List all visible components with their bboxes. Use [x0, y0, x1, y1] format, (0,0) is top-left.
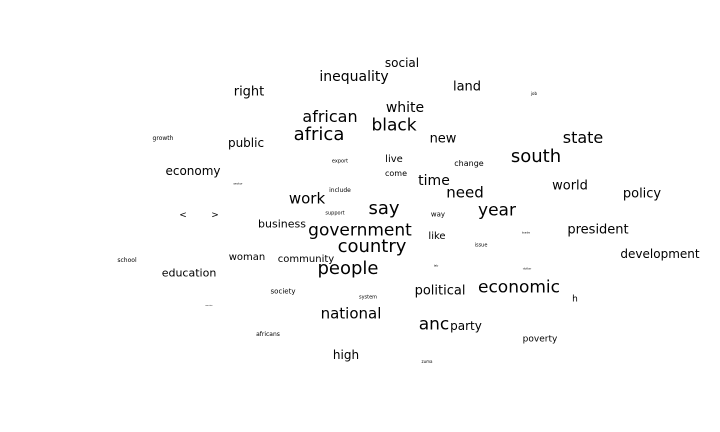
word-world: world: [552, 178, 588, 194]
word-community: community: [277, 254, 335, 265]
word-high: high: [332, 348, 360, 362]
word-change: change: [454, 159, 484, 168]
word-zuma: zuma: [421, 359, 433, 364]
word-business: business: [258, 217, 306, 231]
word-live: live: [385, 154, 403, 165]
word-h: h: [572, 294, 578, 305]
word-need: need: [446, 183, 484, 202]
word-include: include: [329, 187, 351, 194]
word-time: time: [418, 173, 450, 189]
word-white: white: [385, 100, 425, 116]
word-land: land: [452, 79, 482, 95]
word-lab: lab: [433, 263, 439, 268]
word-work: work: [288, 189, 326, 208]
word-education: education: [161, 266, 217, 280]
word-woman: woman: [228, 252, 266, 263]
word-come: come: [384, 169, 408, 178]
word-society: society: [270, 287, 296, 296]
word-anc: anc: [418, 314, 450, 335]
word-sector: sector: [233, 181, 243, 186]
word-africa: africa: [293, 124, 345, 145]
word-economy: economy: [165, 164, 221, 178]
word-gt: >: [211, 210, 219, 221]
word-export: export: [331, 158, 349, 165]
word-africans: africans: [256, 331, 280, 338]
word-political: political: [414, 283, 466, 299]
word-new: new: [429, 131, 457, 147]
word-year: year: [478, 200, 516, 221]
word-poverty: poverty: [522, 334, 558, 345]
word-social: social: [384, 56, 420, 70]
word-south: south: [510, 146, 562, 167]
word-school: school: [117, 257, 137, 264]
word-party: party: [450, 319, 482, 333]
word-president: president: [567, 222, 629, 238]
word-government: government: [308, 220, 412, 241]
word-public: public: [227, 136, 265, 150]
word-way: way: [430, 210, 446, 219]
word-service: service: [205, 305, 213, 307]
word-african: african: [302, 107, 358, 126]
word-inequality: inequality: [319, 69, 389, 85]
word-black: black: [371, 115, 417, 136]
word-like: like: [428, 231, 446, 242]
word-say: say: [368, 198, 400, 219]
word-development: development: [620, 247, 700, 261]
word-growth: growth: [152, 135, 174, 142]
word-trade: trade: [522, 230, 530, 235]
word-job: job: [530, 91, 538, 96]
word-people: people: [317, 258, 379, 279]
word-state: state: [562, 128, 604, 147]
word-support: support: [325, 210, 345, 217]
word-issue: issue: [474, 242, 488, 249]
word-national: national: [320, 304, 382, 323]
word-right: right: [233, 84, 265, 100]
word-country: country: [337, 236, 407, 257]
word-dollar: dollar: [522, 266, 532, 271]
word-system: system: [358, 294, 378, 301]
word-lt: <: [179, 210, 187, 221]
word-economic: economic: [477, 277, 561, 298]
word-policy: policy: [622, 186, 662, 202]
